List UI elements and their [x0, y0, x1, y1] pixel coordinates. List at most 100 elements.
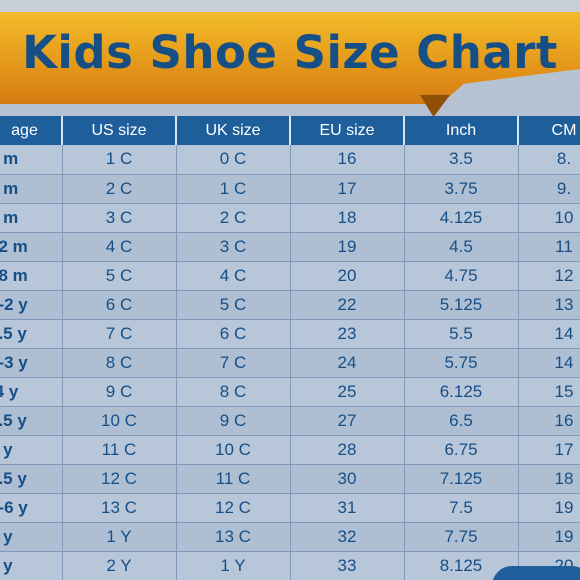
- cell-uk-size: 5 C: [176, 290, 291, 320]
- cell-age: 3 y: [0, 551, 63, 580]
- cell-eu-size: 18: [290, 203, 405, 233]
- cell-eu-size: 28: [290, 435, 405, 465]
- cell-eu-size: 24: [290, 348, 405, 378]
- cell-age: 5-3 y: [0, 348, 63, 378]
- cell-uk-size: 0 C: [176, 145, 291, 175]
- cell-age: 9 m: [0, 203, 63, 233]
- header-cm: CM: [518, 116, 580, 145]
- cell-us-size: 6 C: [62, 290, 177, 320]
- cell-age: 4.5 y: [0, 406, 63, 436]
- cell-inch: 5.5: [404, 319, 519, 349]
- cell-eu-size: 20: [290, 261, 405, 291]
- cell-inch: 4.125: [404, 203, 519, 233]
- cell-inch: 7.75: [404, 522, 519, 552]
- cell-us-size: 10 C: [62, 406, 177, 436]
- cell-inch: 4.5: [404, 232, 519, 262]
- header-us-size: US size: [62, 116, 177, 145]
- cell-inch: 3.5: [404, 145, 519, 175]
- cell-uk-size: 4 C: [176, 261, 291, 291]
- cell-inch: 7.5: [404, 493, 519, 523]
- cell-cm: 19: [518, 522, 580, 552]
- cell-inch: 6.5: [404, 406, 519, 436]
- cell-cm: 14: [518, 319, 580, 349]
- cell-cm: 14: [518, 348, 580, 378]
- size-table: age US size UK size EU size Inch CM 3 m1…: [0, 116, 580, 580]
- header-age: age: [0, 116, 63, 145]
- header-eu-size: EU size: [290, 116, 405, 145]
- cell-us-size: 8 C: [62, 348, 177, 378]
- cell-age: 5-2 y: [0, 290, 63, 320]
- cell-us-size: 12 C: [62, 464, 177, 494]
- size-table-container: age US size UK size EU size Inch CM 3 m1…: [0, 116, 580, 580]
- cell-inch: 6.125: [404, 377, 519, 407]
- cell-age: 5-6 y: [0, 493, 63, 523]
- cell-age: 2.5 y: [0, 319, 63, 349]
- cell-eu-size: 31: [290, 493, 405, 523]
- chart-title: Kids Shoe Size Chart: [22, 26, 558, 79]
- cell-age: 6 m: [0, 174, 63, 204]
- cell-eu-size: 19: [290, 232, 405, 262]
- cell-uk-size: 8 C: [176, 377, 291, 407]
- cell-cm: 13: [518, 290, 580, 320]
- cell-eu-size: 22: [290, 290, 405, 320]
- cell-uk-size: 9 C: [176, 406, 291, 436]
- cell-eu-size: 25: [290, 377, 405, 407]
- cell-inch: 5.75: [404, 348, 519, 378]
- cell-eu-size: 16: [290, 145, 405, 175]
- cell-age: 18 m: [0, 261, 63, 291]
- cell-age: 5.5 y: [0, 464, 63, 494]
- cell-eu-size: 33: [290, 551, 405, 580]
- cell-inch: 5.125: [404, 290, 519, 320]
- cell-inch: 6.75: [404, 435, 519, 465]
- cell-cm: 17: [518, 435, 580, 465]
- cell-us-size: 4 C: [62, 232, 177, 262]
- cell-inch: 7.125: [404, 464, 519, 494]
- cell-cm: 8.: [518, 145, 580, 175]
- cell-uk-size: 12 C: [176, 493, 291, 523]
- cell-us-size: 1 Y: [62, 522, 177, 552]
- table-header-row: age US size UK size EU size Inch CM: [0, 116, 580, 145]
- cell-uk-size: 2 C: [176, 203, 291, 233]
- header-inch: Inch: [404, 116, 519, 145]
- cell-age: 12 m: [0, 232, 63, 262]
- cell-uk-size: 6 C: [176, 319, 291, 349]
- cell-us-size: 5 C: [62, 261, 177, 291]
- cell-us-size: 2 C: [62, 174, 177, 204]
- cell-age: 5 y: [0, 435, 63, 465]
- cell-age: 3 m: [0, 145, 63, 175]
- cell-uk-size: 3 C: [176, 232, 291, 262]
- cell-cm: 9.: [518, 174, 580, 204]
- cell-us-size: 2 Y: [62, 551, 177, 580]
- corner-badge: [492, 566, 580, 580]
- cell-eu-size: 30: [290, 464, 405, 494]
- cell-eu-size: 23: [290, 319, 405, 349]
- header-uk-size: UK size: [176, 116, 291, 145]
- cell-cm: 12: [518, 261, 580, 291]
- cell-uk-size: 13 C: [176, 522, 291, 552]
- cell-eu-size: 17: [290, 174, 405, 204]
- cell-us-size: 11 C: [62, 435, 177, 465]
- cell-eu-size: 32: [290, 522, 405, 552]
- cell-uk-size: 1 Y: [176, 551, 291, 580]
- cell-age: 7 y: [0, 522, 63, 552]
- top-border: [0, 0, 580, 12]
- cell-uk-size: 11 C: [176, 464, 291, 494]
- cell-inch: 4.75: [404, 261, 519, 291]
- cell-cm: 10: [518, 203, 580, 233]
- cell-us-size: 7 C: [62, 319, 177, 349]
- cell-cm: 18: [518, 464, 580, 494]
